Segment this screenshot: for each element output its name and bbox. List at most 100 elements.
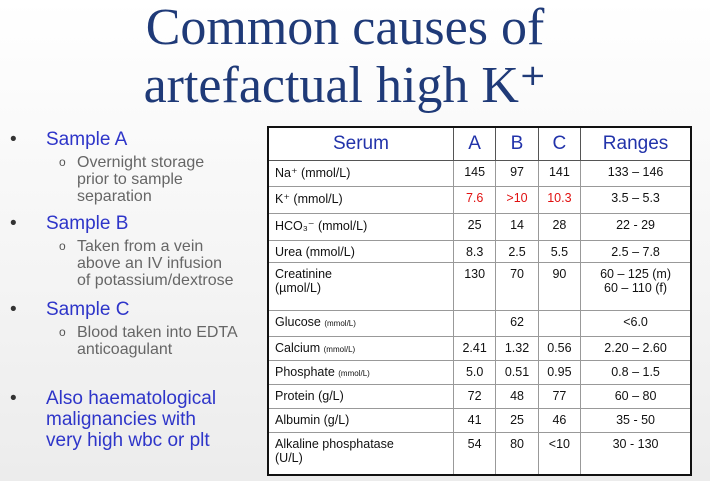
value-cell: >10 — [495, 186, 539, 214]
value-cell: 54 — [452, 432, 497, 475]
analyte-cell: Albumin (g/L) — [267, 408, 454, 433]
cell-text: 70 — [510, 267, 524, 281]
value-cell: 2.5 — [495, 240, 539, 263]
cell-text: Calcium — [275, 341, 321, 355]
value-cell: 90 — [537, 262, 582, 311]
header-cell: B — [495, 126, 539, 161]
table-row: Protein (g/L) 72 48 77 60 – 80 — [267, 384, 692, 409]
value-cell: 145 — [452, 160, 497, 187]
cell-text: Na⁺ (mmol/L) — [275, 166, 351, 180]
analyte-cell: Na⁺ (mmol/L) — [267, 160, 454, 187]
analyte-cell: Alkaline phosphatase (U/L) — [267, 432, 454, 475]
cell-text: 141 — [548, 165, 570, 179]
cell-text: 3.5 – 5.3 — [611, 191, 660, 205]
value-cell: 0.51 — [495, 360, 539, 385]
value-cell: 0.95 — [537, 360, 582, 385]
value-cell: 2.41 — [452, 336, 497, 361]
table-row: Albumin (g/L) 41 25 46 35 - 50 — [267, 408, 692, 433]
cell-text: 5.5 — [550, 245, 569, 259]
value-cell: 14 — [495, 213, 539, 241]
sub-bullet: Overnight storage — [59, 154, 204, 171]
title: artefactual high K⁺ — [143, 57, 547, 114]
cell-text: 41 — [467, 413, 482, 427]
value-cell: 72 — [452, 384, 497, 409]
value-cell: 5.0 — [452, 360, 497, 385]
value-cell: <10 — [537, 432, 582, 475]
unit: (mmol/L) — [323, 345, 356, 354]
value-cell: 130 — [452, 262, 497, 311]
cell-text: 35 - 50 — [616, 413, 656, 427]
cell-text: 80 — [510, 437, 524, 451]
value-cell: 141 — [537, 160, 582, 187]
cell-text: 7.6 — [465, 191, 484, 205]
cell-text: 1.32 — [504, 341, 530, 355]
value-cell: 77 — [537, 384, 582, 409]
analyte-cell: Urea (mmol/L) — [267, 240, 454, 263]
value-cell: 25 — [452, 213, 497, 241]
table-row: K⁺ (mmol/L) 7.6 >10 10.3 3.5 – 5.3 — [267, 186, 692, 214]
cell-line: 60 – 110 (f) — [604, 281, 668, 295]
value-cell: 28 — [537, 213, 582, 241]
cell-text: 77 — [552, 389, 567, 403]
value-cell: 8.3 — [452, 240, 497, 263]
cell-text: 8.3 — [465, 245, 484, 259]
cell-text: K⁺ (mmol/L) — [275, 192, 343, 206]
unit: (mmol/L) — [324, 319, 356, 328]
unit: (mmol/L) — [338, 369, 370, 378]
cell-text: 133 – 146 — [607, 165, 664, 179]
cell-text: >10 — [506, 191, 528, 205]
header-cell: Serum — [267, 126, 454, 161]
value-cell — [537, 310, 582, 337]
cell-line: 60 – 125 (m) — [600, 267, 671, 281]
range-cell: 2.20 – 2.60 — [580, 336, 692, 361]
range-cell: 0.8 – 1.5 — [580, 360, 692, 385]
table-row: Phosphate (mmol/L) 5.0 0.51 0.95 0.8 – 1.5 — [267, 360, 692, 385]
sub-bullet: of potassium/dextrose — [77, 272, 234, 289]
cell-text: 0.95 — [547, 365, 572, 379]
cell-text: 60 – 80 — [614, 389, 657, 403]
sub-bullet: anticoagulant — [77, 341, 173, 358]
cell-text: 48 — [510, 389, 524, 403]
cell-text: 10.3 — [547, 191, 572, 205]
analyte-cell: Glucose (mmol/L) — [267, 310, 454, 337]
range-cell: <6.0 — [580, 310, 692, 337]
table-row: Alkaline phosphatase (U/L) 54 80 <10 30 - 130 — [267, 432, 692, 475]
value-cell: 41 — [452, 408, 497, 433]
cell-text: Phosphate — [275, 365, 335, 379]
cell-text: 2.20 – 2.60 — [604, 341, 667, 355]
cell-text: 0.56 — [547, 341, 572, 355]
cell-text: 72 — [467, 389, 482, 403]
analyte-cell: K⁺ (mmol/L) — [267, 186, 454, 214]
cell-text: 2.5 — [508, 245, 526, 259]
table-row: Urea (mmol/L) 8.3 2.5 5.5 2.5 – 7.8 — [267, 240, 692, 263]
range-cell: 22 - 29 — [580, 213, 692, 241]
analyte-cell: HCO₃⁻ (mmol/L) — [267, 213, 454, 241]
bullet: Also haematological — [10, 389, 216, 410]
range-cell: 3.5 – 5.3 — [580, 186, 692, 214]
cell-text: <6.0 — [623, 315, 648, 329]
bullet-line: malignancies with — [46, 410, 196, 430]
cell-text: 25 — [510, 413, 524, 427]
value-cell: 70 — [495, 262, 539, 311]
range-cell: 35 - 50 — [580, 408, 692, 433]
cell-text: 0.51 — [504, 365, 530, 379]
cell-text: HCO₃⁻ (mmol/L) — [275, 219, 368, 233]
cell-text: 130 — [464, 267, 486, 281]
cell-text: 46 — [552, 413, 567, 427]
table-row: Na⁺ (mmol/L) 145 97 141 133 – 146 — [267, 160, 692, 187]
header-cell: C — [537, 126, 582, 161]
value-cell — [452, 310, 497, 337]
cell-text: 2.5 – 7.8 — [611, 245, 660, 259]
cell-line: Alkaline phosphatase — [275, 437, 394, 451]
value-cell: 25 — [495, 408, 539, 433]
cell-text: 28 — [552, 218, 567, 232]
range-cell: 133 – 146 — [580, 160, 692, 187]
analyte-cell: Protein (g/L) — [267, 384, 454, 409]
header-cell: Ranges — [580, 126, 692, 161]
bullet: Sample A — [10, 130, 127, 151]
header-cell: A — [452, 126, 497, 161]
cell-text: 145 — [464, 165, 486, 179]
range-cell: 60 – 125 (m) 60 – 110 (f) — [580, 262, 692, 311]
cell-text: Urea (mmol/L) — [275, 245, 355, 259]
